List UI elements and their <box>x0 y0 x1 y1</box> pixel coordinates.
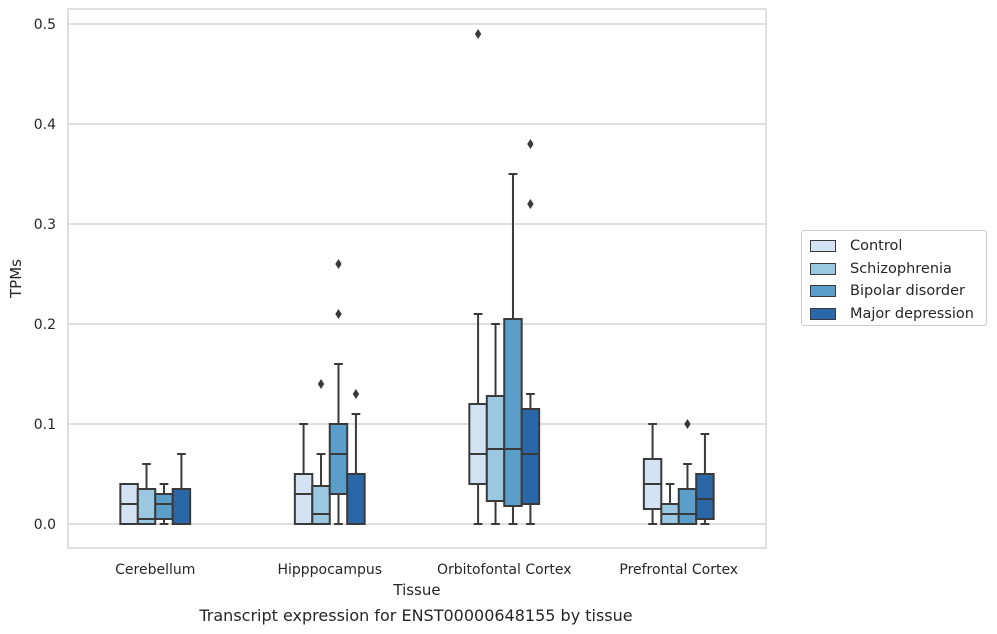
box-body <box>468 403 488 485</box>
outlier-point <box>352 389 360 399</box>
outlier-point <box>527 139 534 149</box>
y-axis-ticks: 0.0 0.1 0.2 0.3 0.4 0.5 <box>34 17 56 533</box>
box-bipolar-disorder <box>328 259 349 525</box>
box-control <box>293 423 314 525</box>
outlier-point <box>335 259 342 269</box>
legend-item: Schizophrenia <box>810 258 978 281</box>
legend: Control Schizophrenia Bipolar disorder Majo… <box>801 230 987 326</box>
box-body <box>520 408 541 505</box>
legend-item: Bipolar disorder <box>810 280 978 303</box>
outlier-point <box>335 309 342 319</box>
box-schizophrenia <box>660 483 680 525</box>
box-body <box>677 488 698 525</box>
box-major-depression <box>695 433 715 525</box>
y-tick-label: 0.4 <box>34 117 56 133</box>
outlier-point <box>527 199 534 209</box>
box-body <box>293 473 314 525</box>
box-bipolar-disorder <box>677 419 698 525</box>
x-tick-label: Prefrontal Cortex <box>619 562 738 578</box>
box-control <box>119 483 139 525</box>
box-body <box>695 473 715 520</box>
x-tick-label: Hipppocampus <box>277 562 382 578</box>
outlier-point <box>317 379 325 389</box>
legend-swatch <box>810 285 836 298</box>
legend-label: Major depression <box>850 305 974 322</box>
box-control <box>468 29 488 525</box>
box-body <box>346 473 366 525</box>
y-tick-label: 0.2 <box>34 317 56 333</box>
box-major-depression <box>171 453 192 525</box>
boxes-layer <box>119 29 715 525</box>
x-axis-ticks: Cerebellum Hipppocampus Orbitofontal Corte… <box>115 562 738 578</box>
box-body <box>154 493 174 520</box>
y-tick-label: 0.3 <box>34 217 56 233</box>
box-schizophrenia <box>311 379 331 525</box>
legend-swatch <box>810 262 836 275</box>
box-body <box>171 488 192 525</box>
x-axis-label: Tissue <box>392 581 440 599</box>
box-control <box>642 423 663 525</box>
y-tick-label: 0.5 <box>34 17 56 33</box>
legend-label: Schizophrenia <box>850 260 952 277</box>
legend-item: Major depression <box>810 303 978 326</box>
legend-label: Control <box>850 238 903 255</box>
y-tick-label: 0.1 <box>34 417 56 433</box>
box-body <box>311 485 331 525</box>
box-body <box>503 318 523 507</box>
box-schizophrenia <box>136 463 157 525</box>
box-schizophrenia <box>485 323 506 525</box>
legend-swatch <box>810 307 836 320</box>
box-major-depression <box>346 389 366 525</box>
box-major-depression <box>520 139 541 525</box>
y-axis-label: TPMs <box>7 259 25 299</box>
legend-item: Control <box>810 235 978 258</box>
x-tick-label: Cerebellum <box>115 562 195 578</box>
box-body <box>328 423 349 495</box>
figure-caption: Transcript expression for ENST0000064815… <box>199 606 633 625</box>
outlier-point <box>474 29 482 39</box>
legend-label: Bipolar disorder <box>850 283 965 300</box>
box-plot-chart: 0.0 0.1 0.2 0.3 0.4 0.5 Cerebellum Hipppocampu… <box>7 8 767 599</box>
outlier-point <box>684 419 691 429</box>
y-tick-label: 0.0 <box>34 517 56 533</box>
legend-swatch <box>810 240 836 253</box>
box-bipolar-disorder <box>503 173 523 525</box>
x-tick-label: Orbitofontal Cortex <box>437 562 572 578</box>
